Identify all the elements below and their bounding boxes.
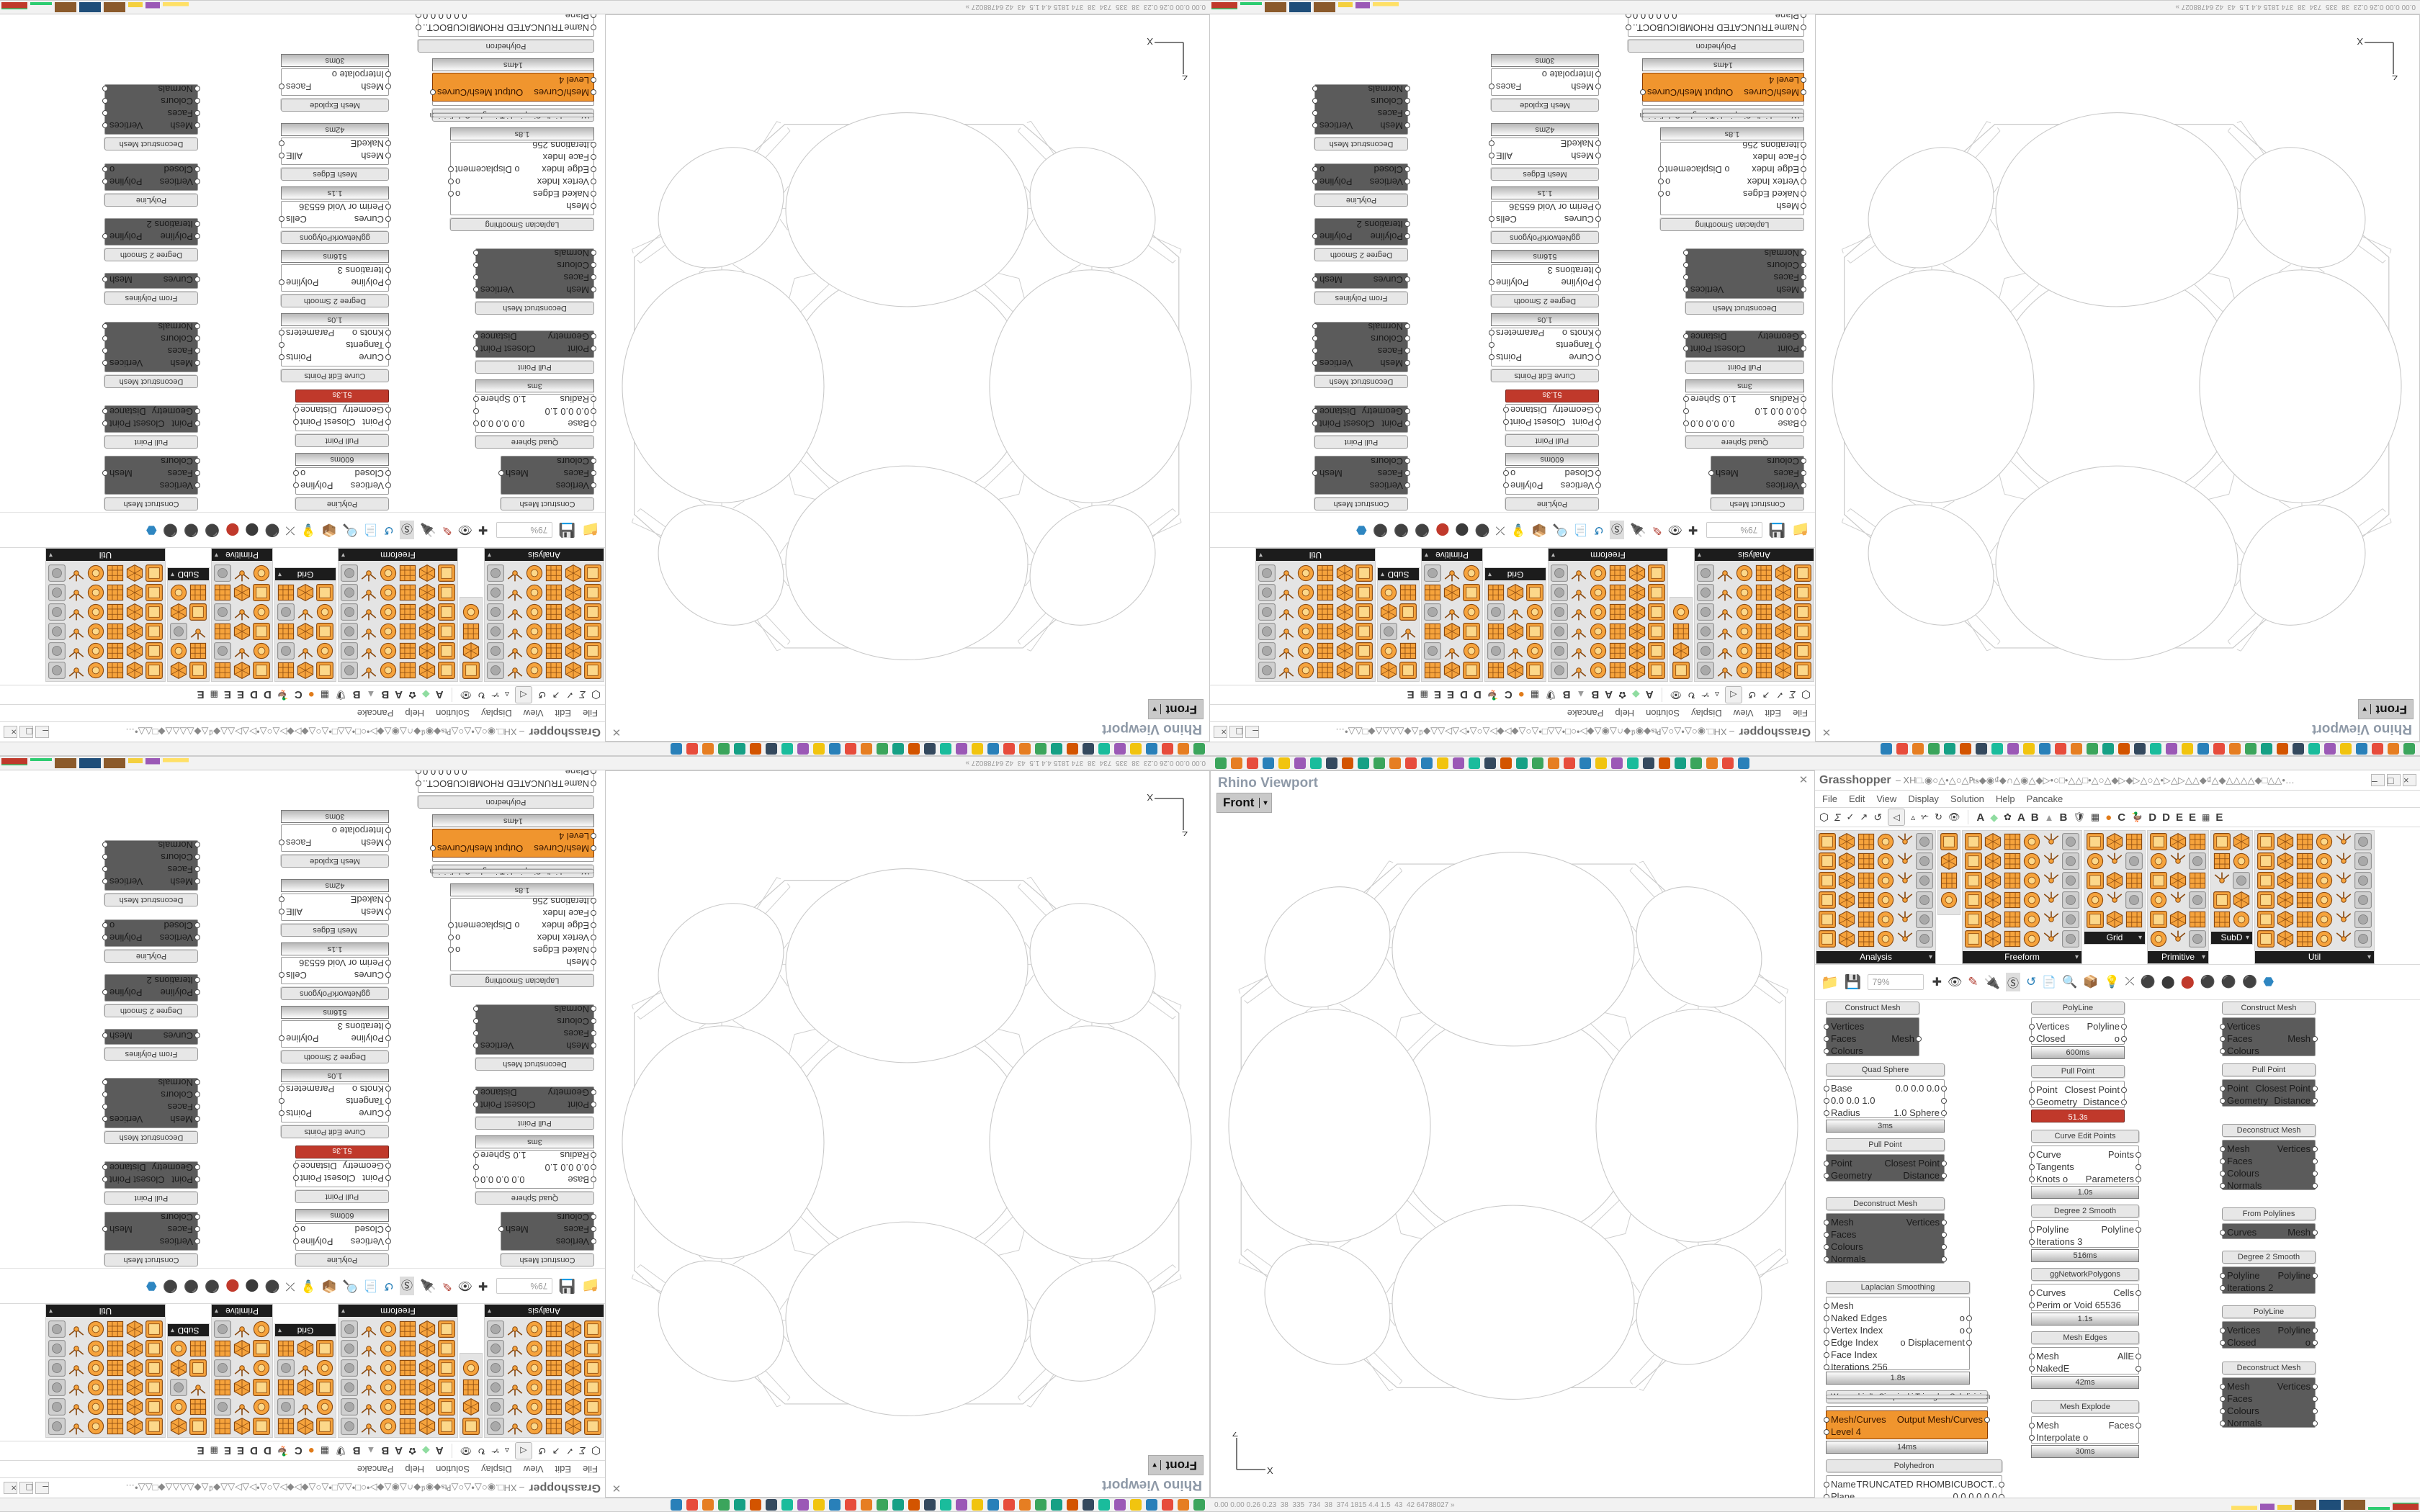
- svg-text:X: X: [2357, 37, 2363, 47]
- svg-text:X: X: [1147, 37, 1153, 47]
- svg-text:Z: Z: [2392, 73, 2398, 80]
- svg-text:Z: Z: [1182, 73, 1188, 80]
- svg-text:Z: Z: [1232, 1432, 1238, 1439]
- svg-text:Z: Z: [1182, 829, 1188, 836]
- svg-text:X: X: [1147, 793, 1153, 803]
- svg-text:X: X: [1267, 1465, 1273, 1475]
